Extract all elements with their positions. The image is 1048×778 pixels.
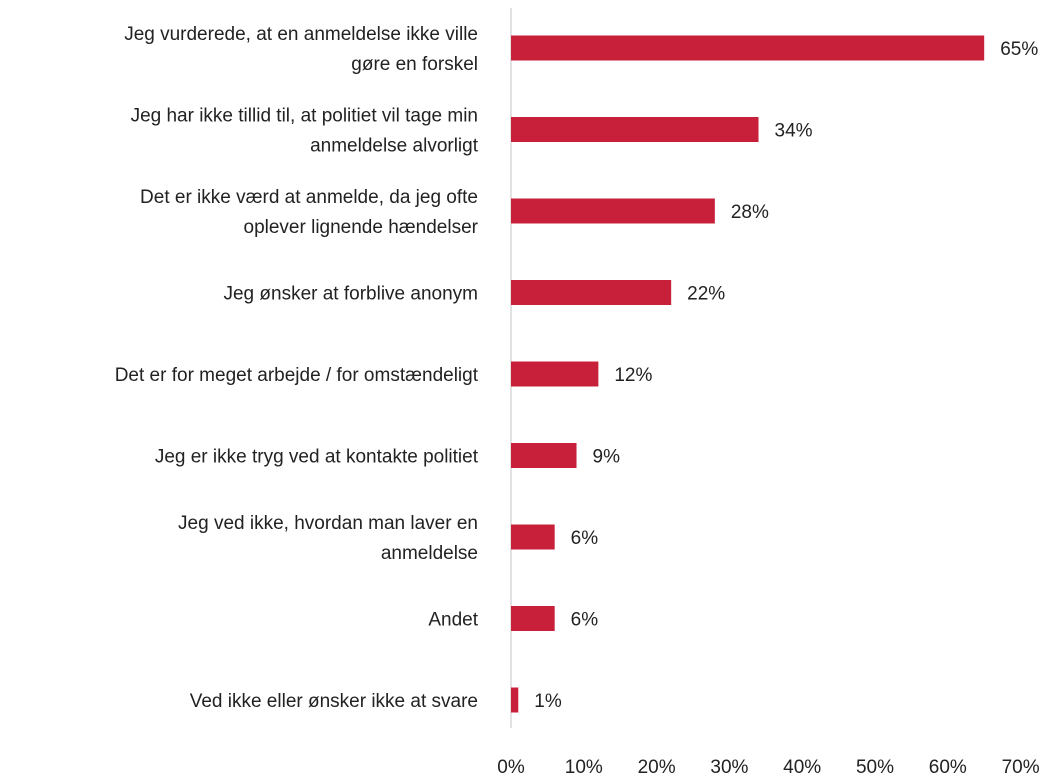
category-label-line: Jeg ønsker at forblive anonym	[223, 284, 478, 305]
bar	[511, 117, 759, 142]
category-label: Jeg vurderede, at en anmeldelse ikke vil…	[124, 24, 478, 75]
x-tick-label: 30%	[710, 757, 748, 778]
x-tick-label: 10%	[565, 757, 603, 778]
category-label: Det er for meget arbejde / for omstændel…	[115, 365, 479, 386]
value-label: 12%	[614, 365, 652, 386]
value-label: 65%	[1000, 39, 1038, 60]
category-label-line: Ved ikke eller ønsker ikke at svare	[190, 691, 478, 712]
bar	[511, 36, 984, 61]
category-label: Andet	[428, 610, 478, 631]
category-label-line: anmeldelse	[381, 543, 478, 564]
bar	[511, 606, 555, 631]
x-tick-label: 70%	[1002, 757, 1040, 778]
value-label: 9%	[593, 447, 621, 468]
category-label-line: oplever lignende hændelser	[244, 217, 479, 238]
category-label-line: Det er for meget arbejde / for omstændel…	[115, 365, 479, 386]
category-label-line: Jeg vurderede, at en anmeldelse ikke vil…	[124, 24, 478, 45]
category-label-line: Det er ikke værd at anmelde, da jeg ofte	[140, 187, 478, 208]
bar	[511, 688, 518, 713]
bar	[511, 525, 555, 550]
x-tick-label: 60%	[929, 757, 967, 778]
x-tick-label: 40%	[783, 757, 821, 778]
x-axis-ticks: 0% 10% 20% 30% 40% 50% 60% 70%	[497, 757, 1039, 778]
value-label: 34%	[775, 121, 813, 142]
category-label: Jeg er ikke tryg ved at kontakte politie…	[155, 447, 479, 468]
value-label: 22%	[687, 284, 725, 305]
category-labels: Jeg vurderede, at en anmeldelse ikke vil…	[115, 24, 479, 712]
category-label: Jeg ønsker at forblive anonym	[223, 284, 478, 305]
category-label: Jeg ved ikke, hvordan man laver en anmeld…	[178, 513, 478, 564]
bar	[511, 199, 715, 224]
category-label-line: Jeg er ikke tryg ved at kontakte politie…	[155, 447, 479, 468]
x-tick-label: 20%	[638, 757, 676, 778]
x-tick-label: 50%	[856, 757, 894, 778]
category-label: Jeg har ikke tillid til, at politiet vil…	[131, 106, 479, 157]
category-label-line: gøre en forskel	[351, 54, 478, 75]
category-label-line: Andet	[428, 610, 478, 631]
value-label: 6%	[571, 610, 599, 631]
category-label-line: Jeg ved ikke, hvordan man laver en	[178, 513, 478, 534]
category-label: Det er ikke værd at anmelde, da jeg ofte…	[140, 187, 479, 238]
category-label-line: Jeg har ikke tillid til, at politiet vil…	[131, 106, 478, 127]
bar	[511, 443, 577, 468]
value-label: 1%	[534, 691, 562, 712]
bar	[511, 362, 598, 387]
category-label: Ved ikke eller ønsker ikke at svare	[190, 691, 478, 712]
x-tick-label: 0%	[497, 757, 525, 778]
category-label-line: anmeldelse alvorligt	[310, 136, 479, 157]
bar	[511, 280, 671, 305]
value-label: 6%	[571, 528, 599, 549]
value-label: 28%	[731, 202, 769, 223]
